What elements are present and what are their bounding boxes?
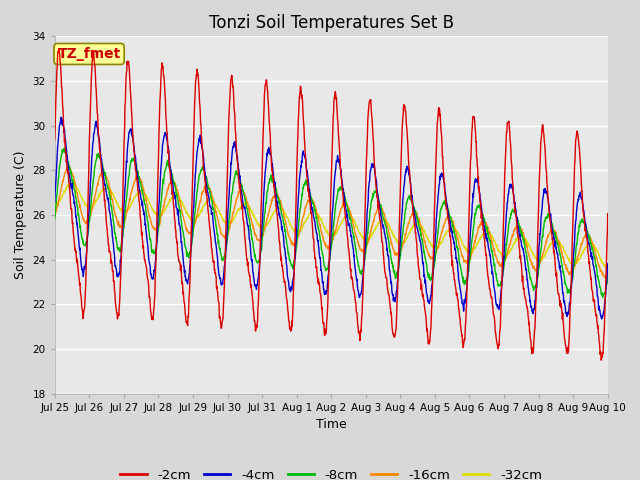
- Legend: -2cm, -4cm, -8cm, -16cm, -32cm: -2cm, -4cm, -8cm, -16cm, -32cm: [115, 464, 547, 480]
- Text: TZ_fmet: TZ_fmet: [58, 47, 121, 61]
- X-axis label: Time: Time: [316, 418, 347, 431]
- Y-axis label: Soil Temperature (C): Soil Temperature (C): [14, 151, 27, 279]
- Title: Tonzi Soil Temperatures Set B: Tonzi Soil Temperatures Set B: [209, 14, 454, 32]
